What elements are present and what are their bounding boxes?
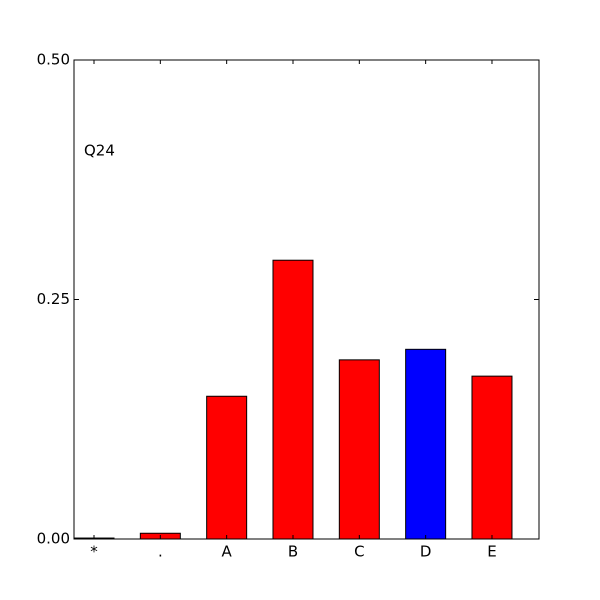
- x-tick-label: C: [354, 543, 364, 561]
- y-tick-label: 0.00: [37, 530, 70, 548]
- x-tick-label: A: [222, 543, 233, 561]
- x-tick-label: E: [487, 543, 496, 561]
- y-tick-label: 0.50: [37, 51, 70, 69]
- plot-frame: [73, 59, 540, 540]
- x-tick-label: D: [420, 543, 432, 561]
- x-tick-label: *: [90, 543, 98, 561]
- x-tick-label: B: [288, 543, 298, 561]
- y-tick-label: 0.25: [37, 290, 70, 308]
- bar: [272, 259, 314, 540]
- bar: [338, 359, 380, 540]
- bar: [206, 395, 248, 540]
- annotation: Q24: [84, 142, 115, 160]
- bar: [471, 375, 513, 540]
- x-tick-label: .: [158, 543, 163, 561]
- bar: [405, 348, 447, 540]
